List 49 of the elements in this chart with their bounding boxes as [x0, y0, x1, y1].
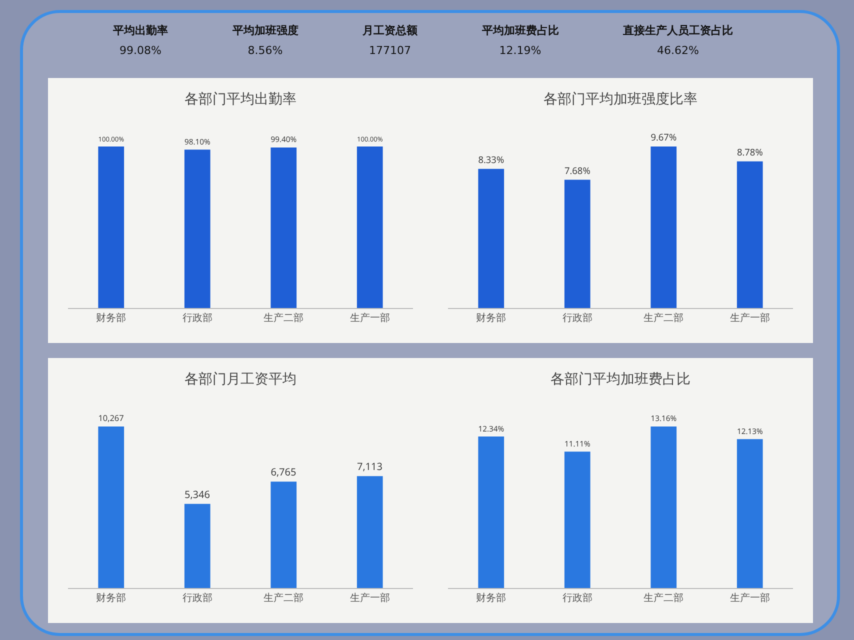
- chart-title: 各部门平均出勤率: [184, 90, 296, 109]
- text: 平均加班费占比: [482, 23, 559, 38]
- x-tick-label: 生产一部: [730, 310, 770, 324]
- x-tick-label: 行政部: [182, 310, 212, 324]
- bar: [478, 168, 504, 308]
- bar: [564, 452, 590, 588]
- data-label: 9.67%: [650, 130, 677, 144]
- x-tick-label: 生产一部: [350, 590, 390, 604]
- data-label: 5,346: [184, 486, 210, 501]
- text: 直接生产人员工资占比: [623, 23, 733, 38]
- text: 99.08%: [120, 44, 162, 57]
- bar: [184, 504, 210, 588]
- bar: [736, 439, 763, 588]
- bar: [736, 161, 763, 308]
- x-tick-label: 生产二部: [264, 590, 304, 604]
- text: 平均加班强度: [232, 23, 298, 38]
- x-tick-label: 生产二部: [264, 310, 304, 324]
- x-tick-label: 生产二部: [644, 590, 684, 604]
- text: 177107: [369, 44, 411, 57]
- bar: [478, 436, 504, 588]
- x-tick-label: 生产一部: [730, 590, 770, 604]
- text: 平均出勤率: [113, 23, 168, 38]
- bar: [564, 180, 590, 308]
- chart-title: 各部门月工资平均: [184, 370, 296, 389]
- data-label: 8.78%: [736, 146, 764, 159]
- text: 8.56%: [248, 44, 283, 57]
- x-tick-label: 财务部: [476, 310, 506, 324]
- bar: [650, 426, 677, 588]
- data-label: 8.33%: [478, 153, 504, 166]
- x-tick-label: 行政部: [562, 590, 592, 604]
- data-label: 7.68%: [564, 164, 591, 177]
- text: 12.19%: [499, 44, 542, 57]
- x-tick-label: 行政部: [562, 310, 592, 324]
- x-tick-label: 财务部: [96, 310, 126, 324]
- bar: [650, 146, 677, 308]
- bar: [270, 482, 297, 588]
- chart-title: 各部门平均加班强度比率: [544, 90, 698, 109]
- bar: [98, 426, 124, 588]
- text: 月工资总额: [362, 23, 418, 38]
- text: 46.62%: [657, 44, 699, 57]
- data-label: 7,113: [357, 459, 383, 474]
- x-tick-label: 生产一部: [350, 310, 390, 324]
- x-tick-label: 行政部: [182, 590, 212, 604]
- x-tick-label: 财务部: [96, 590, 126, 604]
- x-tick-label: 生产二部: [644, 310, 684, 324]
- bar: [356, 476, 383, 588]
- data-label: 6,765: [270, 464, 296, 479]
- chart-title: 各部门平均加班费占比: [550, 370, 690, 389]
- x-tick-label: 财务部: [476, 590, 506, 604]
